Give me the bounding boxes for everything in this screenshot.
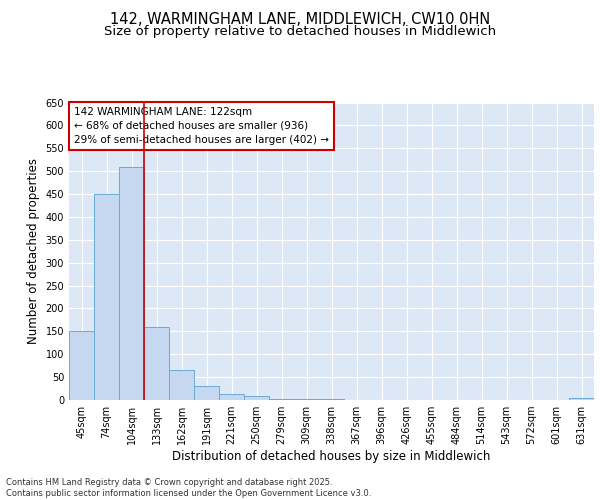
Bar bbox=[169, 370, 194, 400]
Bar bbox=[69, 332, 94, 400]
Y-axis label: Number of detached properties: Number of detached properties bbox=[27, 158, 40, 344]
Bar bbox=[244, 396, 269, 400]
Text: Contains HM Land Registry data © Crown copyright and database right 2025.
Contai: Contains HM Land Registry data © Crown c… bbox=[6, 478, 371, 498]
Text: Size of property relative to detached houses in Middlewich: Size of property relative to detached ho… bbox=[104, 25, 496, 38]
Bar bbox=[569, 398, 594, 400]
Text: 142 WARMINGHAM LANE: 122sqm
← 68% of detached houses are smaller (936)
29% of se: 142 WARMINGHAM LANE: 122sqm ← 68% of det… bbox=[74, 107, 329, 145]
Bar bbox=[294, 399, 319, 400]
Text: 142, WARMINGHAM LANE, MIDDLEWICH, CW10 0HN: 142, WARMINGHAM LANE, MIDDLEWICH, CW10 0… bbox=[110, 12, 490, 28]
Bar bbox=[94, 194, 119, 400]
Bar bbox=[269, 399, 294, 400]
Bar bbox=[319, 399, 344, 400]
Bar bbox=[194, 386, 219, 400]
X-axis label: Distribution of detached houses by size in Middlewich: Distribution of detached houses by size … bbox=[172, 450, 491, 463]
Bar bbox=[144, 327, 169, 400]
Bar bbox=[219, 394, 244, 400]
Bar bbox=[119, 168, 144, 400]
